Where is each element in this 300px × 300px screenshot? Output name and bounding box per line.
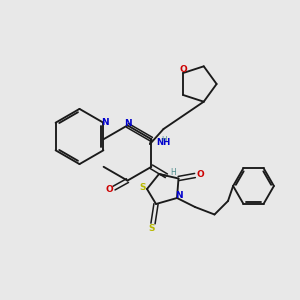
Text: N: N	[124, 118, 131, 127]
Text: O: O	[106, 185, 113, 194]
Text: NH: NH	[156, 138, 170, 147]
Text: H: H	[161, 136, 166, 142]
Text: H: H	[170, 168, 176, 177]
Text: S: S	[148, 224, 155, 233]
Text: O: O	[196, 170, 204, 179]
Text: N: N	[101, 118, 108, 127]
Text: O: O	[179, 65, 187, 74]
Text: N: N	[176, 191, 183, 200]
Text: S: S	[140, 183, 146, 192]
